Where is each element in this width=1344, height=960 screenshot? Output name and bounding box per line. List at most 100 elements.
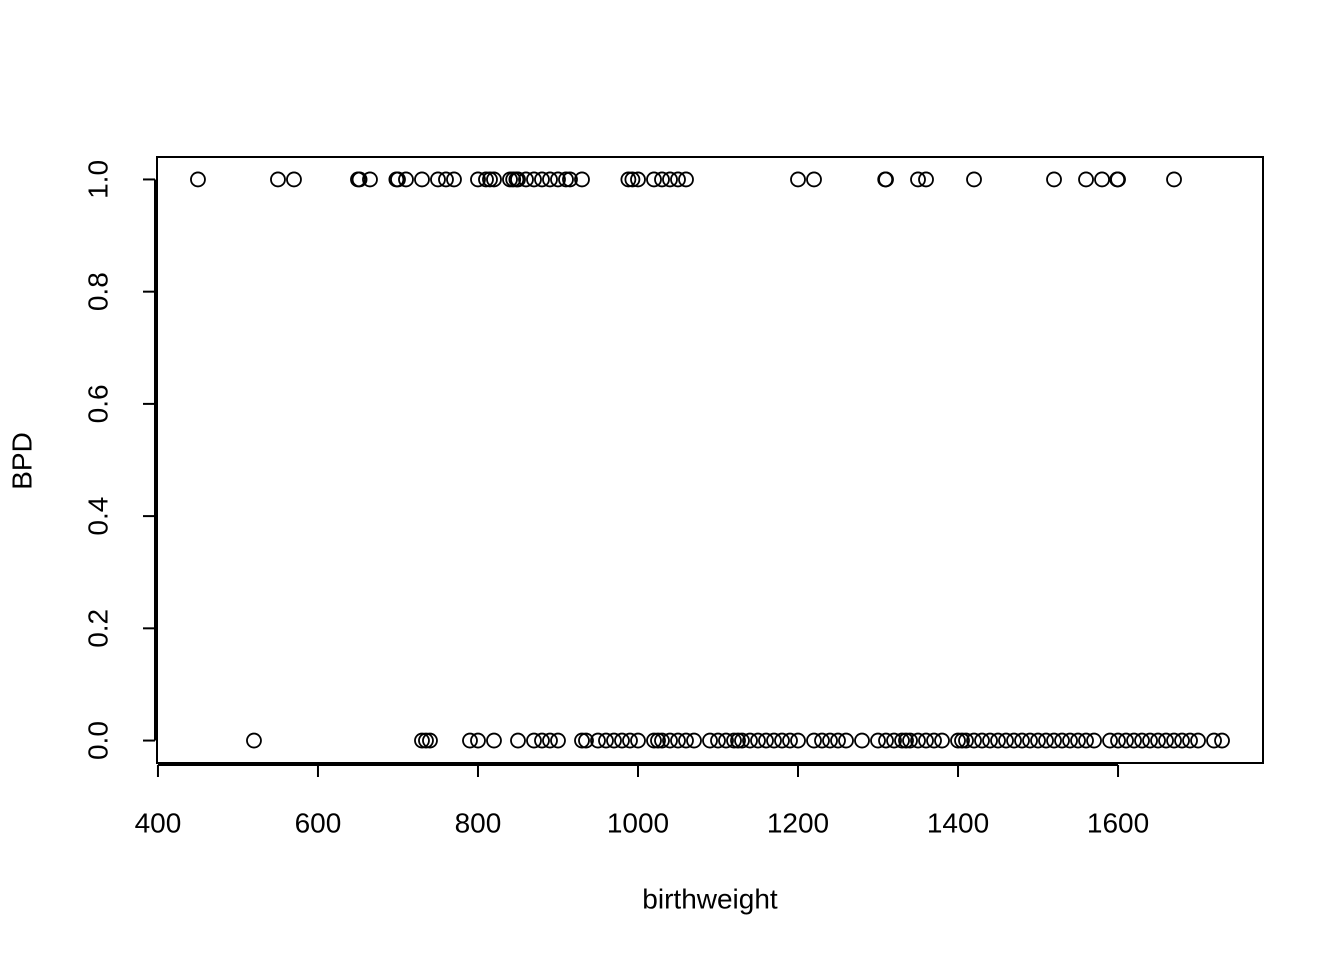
point xyxy=(830,732,846,749)
point xyxy=(510,171,526,188)
x-tick-label: 1600 xyxy=(1087,807,1149,838)
point xyxy=(934,732,950,749)
y-tick-label: 0.8 xyxy=(82,272,113,311)
point xyxy=(1206,732,1222,749)
point xyxy=(578,732,594,749)
point xyxy=(790,732,806,749)
point xyxy=(886,732,902,749)
point xyxy=(390,171,406,188)
x-axis-label: birthweight xyxy=(642,883,778,914)
point xyxy=(542,732,558,749)
point xyxy=(518,171,534,188)
point xyxy=(470,171,486,188)
point xyxy=(734,732,750,749)
point xyxy=(1182,732,1198,749)
x-tick-label: 800 xyxy=(455,807,502,838)
point xyxy=(662,171,678,188)
point xyxy=(1190,732,1206,749)
point xyxy=(550,732,566,749)
point xyxy=(351,171,368,188)
point xyxy=(910,171,926,188)
point xyxy=(646,732,662,749)
point xyxy=(758,732,774,749)
point xyxy=(966,171,982,188)
point xyxy=(1174,732,1190,749)
point xyxy=(414,732,430,749)
point xyxy=(1150,732,1166,749)
point xyxy=(562,171,578,188)
point xyxy=(1078,732,1094,749)
point xyxy=(438,171,454,188)
y-tick-label: 0.2 xyxy=(82,609,113,648)
point xyxy=(950,732,966,749)
point xyxy=(1166,171,1182,188)
point xyxy=(1006,732,1022,749)
point xyxy=(902,732,918,749)
y-axis-label: BPD xyxy=(6,432,37,490)
point xyxy=(838,732,854,749)
point xyxy=(190,171,206,188)
point xyxy=(774,732,790,749)
y-tick-label: 1.0 xyxy=(82,160,113,199)
point xyxy=(1110,171,1126,188)
point xyxy=(958,732,974,749)
point xyxy=(246,732,262,749)
point xyxy=(590,732,606,749)
point xyxy=(398,171,414,188)
point xyxy=(750,732,766,749)
x-tick-label: 1400 xyxy=(927,807,989,838)
point xyxy=(362,171,378,188)
point xyxy=(470,732,486,749)
point xyxy=(558,171,574,188)
point xyxy=(878,732,894,749)
point xyxy=(1094,171,1110,188)
point xyxy=(1086,732,1102,749)
y-tick-label: 0.4 xyxy=(82,497,113,536)
point xyxy=(574,171,590,188)
point xyxy=(630,732,646,749)
point xyxy=(1030,732,1046,749)
point xyxy=(486,732,502,749)
point xyxy=(854,732,870,749)
point xyxy=(646,171,662,188)
point xyxy=(990,732,1006,749)
point xyxy=(650,732,666,749)
point xyxy=(1078,171,1094,188)
point xyxy=(534,732,550,749)
point xyxy=(814,732,830,749)
point xyxy=(822,732,838,749)
point xyxy=(418,732,434,749)
point xyxy=(726,732,742,749)
point xyxy=(422,732,438,749)
point xyxy=(620,171,637,188)
point xyxy=(1158,732,1174,749)
point xyxy=(624,171,641,188)
point xyxy=(430,171,446,188)
point xyxy=(730,732,746,749)
y-tick-label: 0.6 xyxy=(82,384,113,423)
point xyxy=(630,171,646,188)
point xyxy=(894,732,910,749)
point xyxy=(654,171,670,188)
point xyxy=(1022,732,1038,749)
point xyxy=(1166,732,1182,749)
point xyxy=(678,732,694,749)
point xyxy=(954,732,970,749)
point xyxy=(1126,732,1142,749)
point xyxy=(1142,732,1158,749)
point xyxy=(926,732,942,749)
point xyxy=(1014,732,1030,749)
point xyxy=(478,171,494,188)
point xyxy=(742,732,758,749)
point xyxy=(1038,732,1054,749)
point xyxy=(414,171,430,188)
point xyxy=(662,732,678,749)
point xyxy=(1054,732,1070,749)
point xyxy=(766,732,782,749)
x-tick-label: 1000 xyxy=(607,807,669,838)
point xyxy=(526,171,542,188)
point xyxy=(702,732,718,749)
point xyxy=(982,732,998,749)
x-tick-label: 600 xyxy=(295,807,342,838)
point xyxy=(1102,732,1118,749)
